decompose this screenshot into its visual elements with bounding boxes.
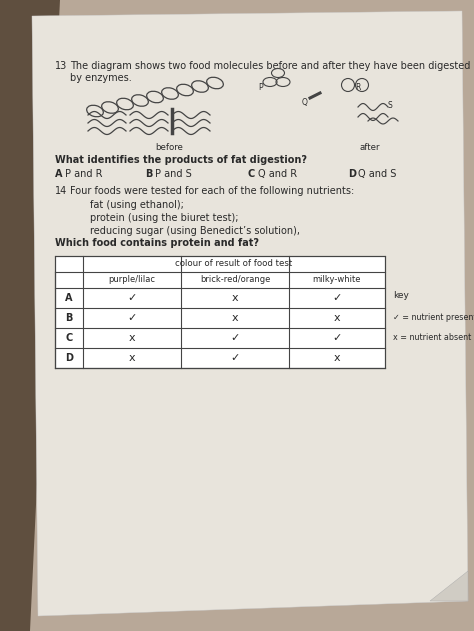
Text: milky-white: milky-white <box>313 276 361 285</box>
Text: protein (using the biuret test);: protein (using the biuret test); <box>90 213 238 223</box>
Text: ✓ = nutrient present: ✓ = nutrient present <box>393 314 474 322</box>
Text: before: before <box>155 143 183 152</box>
Text: ✓: ✓ <box>230 333 240 343</box>
Text: D: D <box>65 353 73 363</box>
Text: D: D <box>348 169 356 179</box>
Text: C: C <box>65 333 73 343</box>
Text: ✓: ✓ <box>128 313 137 323</box>
Text: x = nutrient absent: x = nutrient absent <box>393 334 471 343</box>
Text: key: key <box>393 292 409 300</box>
Text: P: P <box>258 83 263 92</box>
Text: fat (using ethanol);: fat (using ethanol); <box>90 200 184 210</box>
Text: The diagram shows two food molecules before and after they have been digested by: The diagram shows two food molecules bef… <box>70 61 470 83</box>
Text: 14: 14 <box>55 186 67 196</box>
Text: x: x <box>128 353 135 363</box>
Text: x: x <box>232 313 238 323</box>
Text: colour of result of food test: colour of result of food test <box>175 259 292 269</box>
Text: 13: 13 <box>55 61 67 71</box>
Text: x: x <box>232 293 238 303</box>
Text: ✓: ✓ <box>332 293 342 303</box>
Text: R: R <box>355 83 360 92</box>
Text: x: x <box>334 313 340 323</box>
Text: S: S <box>388 101 393 110</box>
Text: B: B <box>65 313 73 323</box>
Text: after: after <box>360 143 381 152</box>
Text: Q and R: Q and R <box>258 169 297 179</box>
Text: brick-red/orange: brick-red/orange <box>200 276 270 285</box>
Text: ✓: ✓ <box>332 333 342 343</box>
Polygon shape <box>0 0 60 631</box>
Text: x: x <box>334 353 340 363</box>
Text: C: C <box>248 169 255 179</box>
Polygon shape <box>32 11 468 616</box>
Text: What identifies the products of fat digestion?: What identifies the products of fat dige… <box>55 155 307 165</box>
Text: Q: Q <box>302 98 308 107</box>
Polygon shape <box>430 571 468 601</box>
Text: A: A <box>55 169 63 179</box>
Text: P and S: P and S <box>155 169 192 179</box>
Text: Which food contains protein and fat?: Which food contains protein and fat? <box>55 238 259 248</box>
Text: P and R: P and R <box>65 169 102 179</box>
Text: A: A <box>65 293 73 303</box>
Text: x: x <box>128 333 135 343</box>
Text: Q and S: Q and S <box>358 169 396 179</box>
Text: ✓: ✓ <box>230 353 240 363</box>
Text: purple/lilac: purple/lilac <box>109 276 155 285</box>
Text: ✓: ✓ <box>128 293 137 303</box>
Text: Four foods were tested for each of the following nutrients:: Four foods were tested for each of the f… <box>70 186 354 196</box>
Bar <box>55 256 385 368</box>
Text: B: B <box>145 169 152 179</box>
Text: reducing sugar (using Benedict’s solution),: reducing sugar (using Benedict’s solutio… <box>90 226 300 236</box>
